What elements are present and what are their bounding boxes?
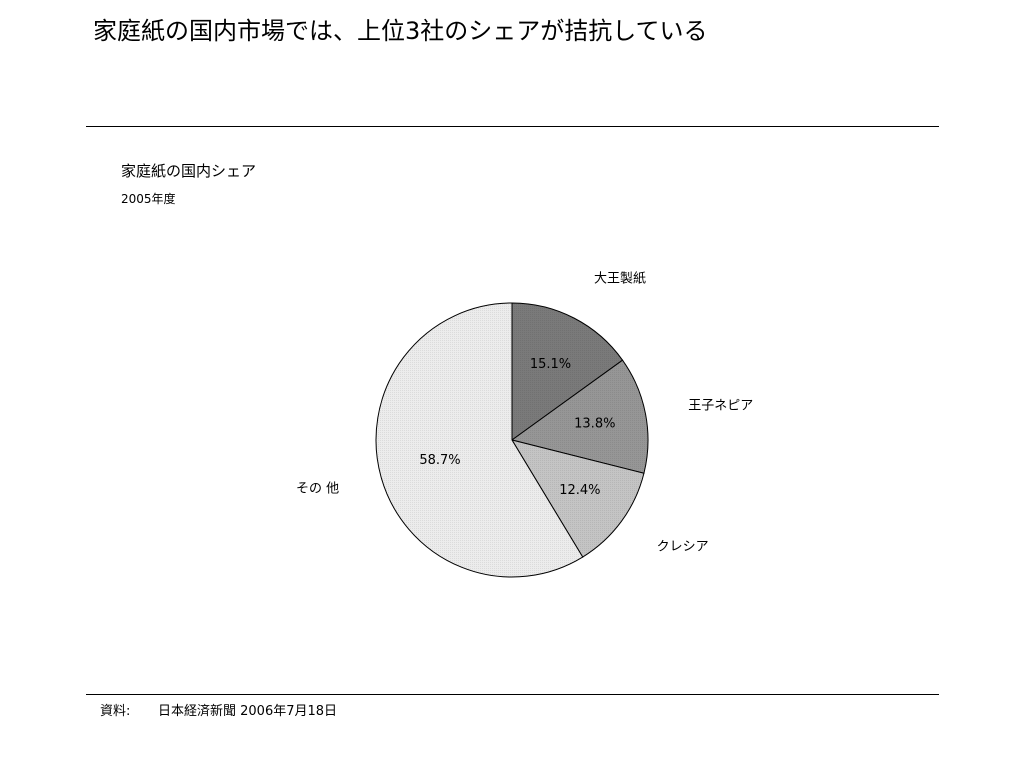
pie-slice-texture-daio-paper: [512, 303, 623, 440]
page-headline: 家庭紙の国内市場では、上位3社のシェアが拮抗している: [93, 17, 708, 45]
pie-value-label-daio-paper: 15.1%: [530, 357, 571, 372]
pie-slice-group-others: 58.7% その 他: [296, 302, 584, 578]
pie-slice-texture-oji-nepia: [512, 360, 649, 474]
pie-slice-group-daio-paper: 15.1% 大王製紙: [511, 272, 646, 441]
pie-slice-group-oji-nepia: 13.8% 王子ネピア: [510, 359, 753, 474]
bottom-divider: [86, 694, 939, 695]
pie-slice-group-crecia: 12.4% クレシア: [510, 439, 709, 558]
pie-value-label-others: 58.7%: [419, 453, 460, 468]
pie-category-label-others: その 他: [296, 481, 339, 496]
pie-category-label-crecia: クレシア: [657, 540, 709, 555]
source-text: 日本経済新聞 2006年7月18日: [158, 704, 338, 719]
pie-slice-texture-crecia: [512, 440, 644, 558]
pie-category-label-daio-paper: 大王製紙: [594, 272, 646, 287]
top-divider: [86, 126, 939, 127]
pie-value-label-oji-nepia: 13.8%: [574, 417, 615, 432]
chart-subtitle: 2005年度: [121, 192, 176, 206]
source-label: 資料:: [100, 704, 131, 719]
pie-value-label-crecia: 12.4%: [559, 483, 600, 498]
pie-category-label-oji-nepia: 王子ネピア: [688, 399, 753, 414]
pie-slice-texture-others: [376, 303, 583, 577]
chart-title: 家庭紙の国内シェア: [121, 162, 257, 180]
